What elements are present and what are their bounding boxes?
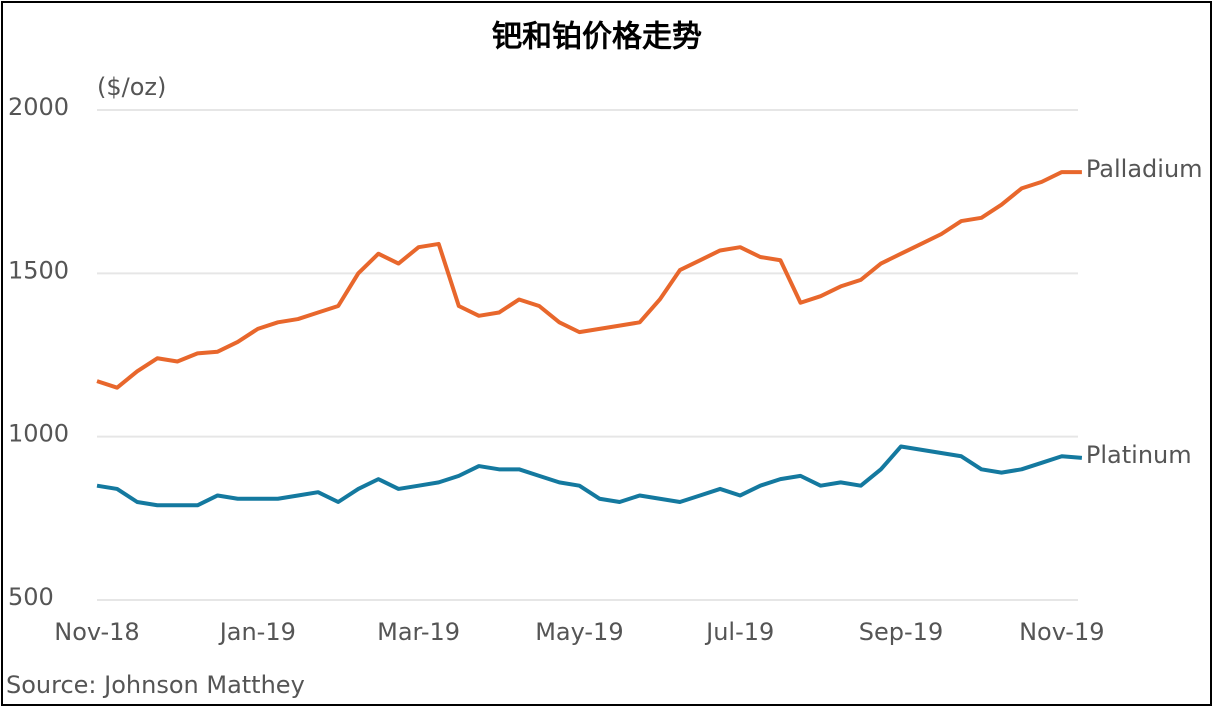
- y-tick-label: 500: [8, 583, 54, 611]
- y-tick-label: 2000: [8, 93, 69, 121]
- x-tick-label: Jul-19: [704, 618, 774, 646]
- x-tick-label: Sep-19: [859, 618, 943, 646]
- x-tick-label: Jan-19: [218, 618, 296, 646]
- x-tick-label: Mar-19: [377, 618, 460, 646]
- source: Source: Johnson Matthey: [6, 671, 305, 699]
- series-label: Platinum: [1086, 441, 1192, 469]
- line-series: [96, 444, 1083, 508]
- line-series: [96, 170, 1082, 390]
- y-axis-label: ($/oz): [97, 73, 166, 101]
- series-label: Palladium: [1086, 155, 1203, 183]
- x-tick-label: Nov-19: [1019, 618, 1104, 646]
- x-tick-label: Nov-18: [54, 618, 139, 646]
- y-tick-label: 1000: [8, 420, 69, 448]
- chart-title: 钯和铂价格走势: [492, 20, 702, 55]
- x-tick-label: May-19: [535, 618, 623, 646]
- y-tick-label: 1500: [8, 256, 69, 284]
